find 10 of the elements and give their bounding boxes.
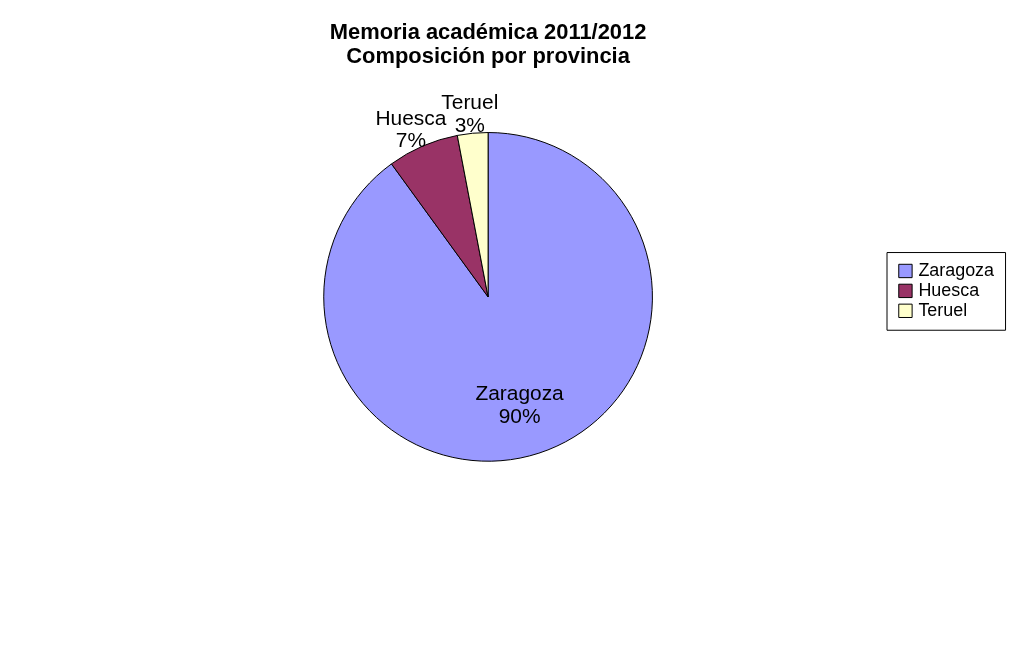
- data-label: 7%: [395, 128, 427, 152]
- legend-label: Teruel: [918, 299, 968, 320]
- pie-slice: [323, 132, 653, 462]
- text: Composición por provincia: [346, 42, 630, 68]
- legend-label: Zaragoza: [918, 259, 995, 280]
- legend-label: Huesca: [918, 279, 980, 300]
- slice-label: Zaragoza: [475, 380, 565, 404]
- text: Memoria académica 2011/2012: [329, 18, 647, 44]
- data-label: 3%: [454, 113, 485, 137]
- data-label: 90%: [498, 403, 541, 427]
